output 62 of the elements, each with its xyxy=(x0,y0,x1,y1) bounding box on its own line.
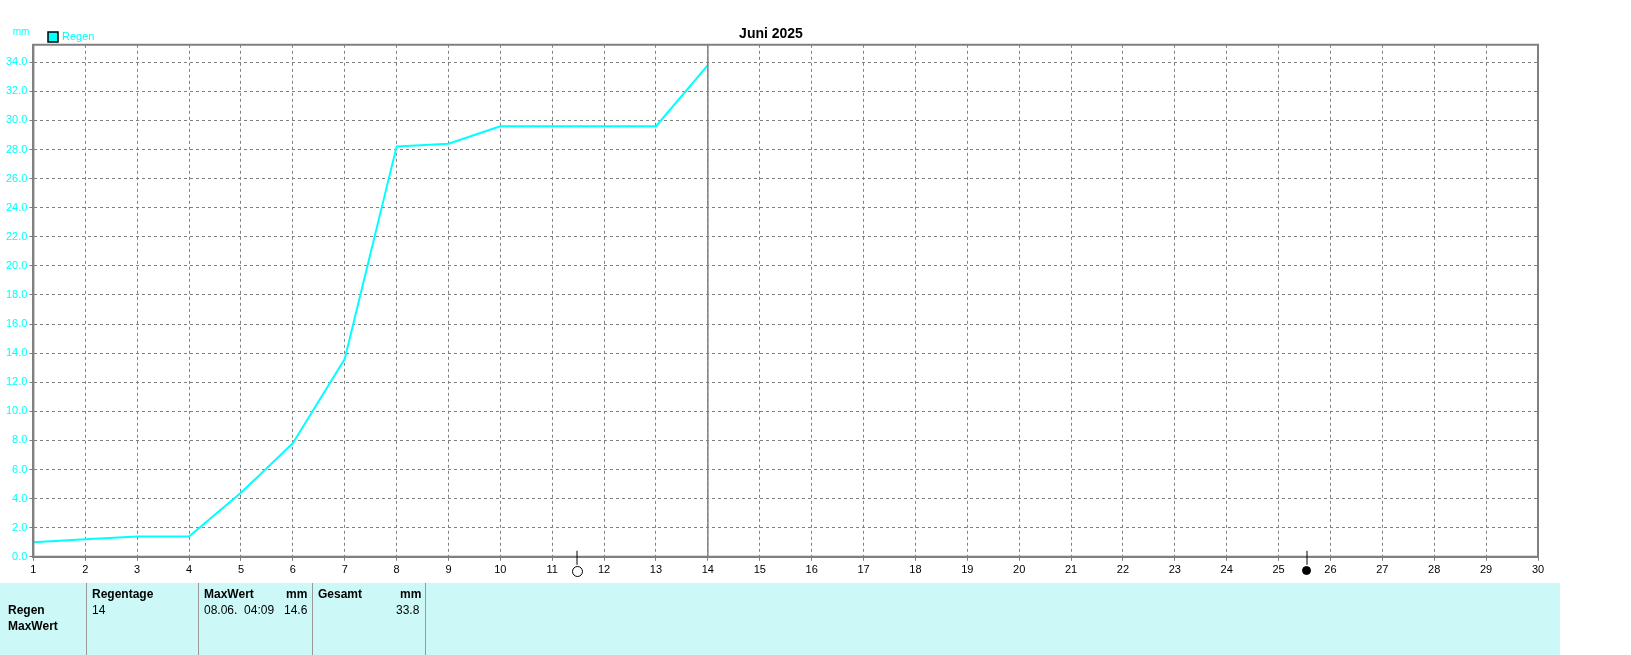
y-tick-label: 26.0 xyxy=(5,171,28,184)
x-tick-label: 23 xyxy=(1168,563,1181,576)
y-tick-label: 0.0 xyxy=(12,549,28,562)
text: MaxWert xyxy=(204,587,254,601)
x-tick-label: 16 xyxy=(805,563,818,576)
legend-label: Regen xyxy=(62,30,95,43)
x-tick-label: 7 xyxy=(341,563,348,576)
y-tick-label: 2.0 xyxy=(12,520,28,533)
x-tick-label: 2 xyxy=(82,563,89,576)
x-tick-label: 12 xyxy=(597,563,611,576)
x-tick-label: 20 xyxy=(1013,563,1026,576)
x-tick-label: 14 xyxy=(701,563,715,576)
text: 14.6 xyxy=(284,603,308,617)
x-tick-label: 24 xyxy=(1220,563,1233,576)
x-tick-label: 8 xyxy=(393,563,400,576)
x-tick-label: 13 xyxy=(649,563,663,576)
y-tick-label: 6.0 xyxy=(12,462,28,475)
text: 14 xyxy=(92,603,106,617)
y-tick-label: 28.0 xyxy=(5,142,28,155)
x-tick-label: 28 xyxy=(1428,563,1441,576)
text: MaxWert xyxy=(8,619,58,633)
x-tick-label: 27 xyxy=(1376,563,1389,576)
x-tick-label: 21 xyxy=(1064,563,1078,576)
x-tick-label: 29 xyxy=(1479,563,1493,576)
x-tick-label: 15 xyxy=(753,563,766,576)
x-tick-label: 17 xyxy=(857,563,870,576)
x-tick-label: 5 xyxy=(237,563,244,576)
y-tick-label: 20.0 xyxy=(5,258,28,271)
chart-title: Juni 2025 xyxy=(739,25,804,42)
y-tick-label: 14.0 xyxy=(5,346,28,359)
y-tick-label: 32.0 xyxy=(5,84,28,97)
x-tick-label: 30 xyxy=(1531,563,1545,576)
text: Regen xyxy=(8,603,45,617)
y-tick-label: 30.0 xyxy=(5,113,28,126)
y-tick-label: 16.0 xyxy=(5,317,28,330)
y-tick-label: 24.0 xyxy=(5,200,28,213)
x-tick-label: 1 xyxy=(30,563,37,576)
x-tick-label: 25 xyxy=(1272,563,1285,576)
x-tick-label: 10 xyxy=(494,563,507,576)
x-tick-label: 22 xyxy=(1116,563,1130,576)
x-tick-label: 3 xyxy=(134,563,141,576)
text: 08.06. 04:09 xyxy=(204,603,275,617)
text: Gesamt xyxy=(318,587,363,601)
text: mm xyxy=(400,587,422,601)
x-tick-label: 9 xyxy=(445,563,452,576)
y-tick-label: 8.0 xyxy=(12,433,28,446)
y-tick-label: 22.0 xyxy=(5,229,28,242)
y-tick-label: 12.0 xyxy=(5,375,28,388)
y-axis-title: mm xyxy=(12,26,30,37)
y-tick-label: 18.0 xyxy=(5,288,28,301)
y-tick-label: 10.0 xyxy=(5,404,28,417)
text: Regentage xyxy=(92,587,154,601)
y-tick-label: 4.0 xyxy=(12,491,28,504)
text: 33.8 xyxy=(396,603,420,617)
x-tick-label: 26 xyxy=(1324,563,1337,576)
x-tick-label: 6 xyxy=(289,563,296,576)
text: mm xyxy=(286,587,308,601)
x-tick-label: 4 xyxy=(185,563,193,576)
x-tick-label: 19 xyxy=(961,563,974,576)
x-tick-label: 11 xyxy=(546,563,558,576)
y-tick-label: 34.0 xyxy=(5,55,28,68)
x-tick-label: 18 xyxy=(909,563,922,576)
